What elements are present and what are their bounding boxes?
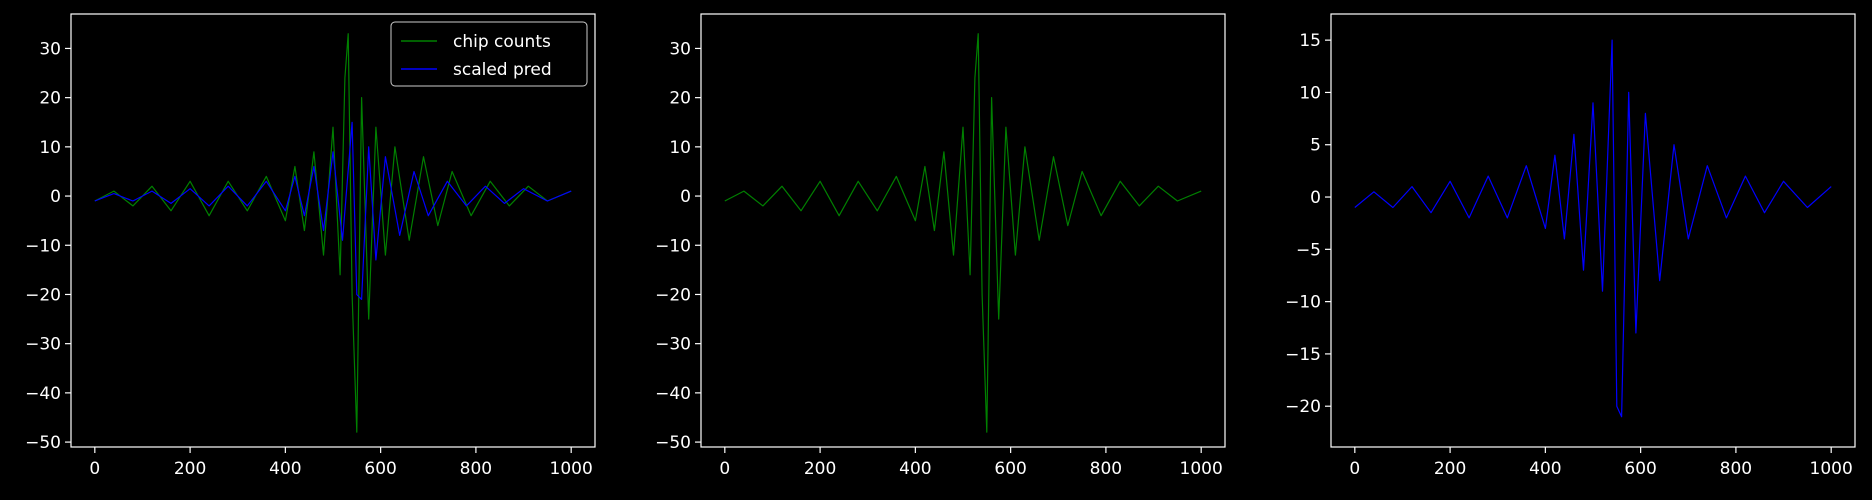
y-tick-label: 0 [50,187,61,207]
y-tick-label: 10 [39,138,61,158]
x-tick-label: 200 [804,459,836,479]
y-tick-label: −50 [655,433,691,453]
y-tick-label: −50 [25,433,61,453]
chart-panel-1: 0 200 400 600 800 1000 −50 −40 −30 −20 −10 0 10 20 30 c… [25,13,596,479]
y-tick-label: −10 [25,236,61,256]
legend-box [390,21,588,87]
x-tick-label: 800 [1090,459,1122,479]
x-tick-label: 200 [174,459,206,479]
axes-frame [700,13,1226,448]
y-tick-label: −20 [25,285,61,305]
chart-panel-2: 0 200 400 600 800 1000 −50 −40 −30 −20 −10 0 10 20 30 [655,13,1226,479]
axes-frame [70,13,596,448]
x-tick-label: 0 [719,459,730,479]
series-line-2-1 [724,33,1202,433]
legend: chip counts scaled pred [390,21,588,87]
x-tick-label: 600 [994,459,1026,479]
y-tick-label: −15 [1285,345,1321,365]
y-tick-label: 0 [1310,188,1321,208]
series-line-1-2 [94,121,572,300]
chart-panel-3: 0 200 400 600 800 1000 −20 −15 −10 −5 0 5 10 15 [1285,13,1856,479]
x-tick-label: 0 [1349,459,1360,479]
x-tick-label: 1000 [1180,459,1223,479]
x-tick-label: 1000 [1810,459,1853,479]
y-tick-label: 20 [669,89,691,109]
y-tick-label: −20 [655,285,691,305]
y-tick-label: 20 [39,89,61,109]
y-tick-label: −30 [655,335,691,355]
x-tick-label: 0 [89,459,100,479]
y-tick-label: −40 [655,384,691,404]
y-tick-label: −20 [1285,397,1321,417]
legend-label: chip counts [453,32,551,52]
x-tick-label: 600 [1624,459,1656,479]
x-tick-label: 800 [1720,459,1752,479]
x-tick-label: 800 [460,459,492,479]
y-tick-label: −5 [1296,240,1321,260]
series-line-1-1 [94,33,572,433]
x-tick-label: 400 [899,459,931,479]
y-tick-label: 10 [669,138,691,158]
series-line-3-1 [1354,39,1832,418]
y-tick-label: 5 [1310,136,1321,156]
y-tick-label: −10 [655,236,691,256]
y-tick-label: −40 [25,384,61,404]
y-tick-label: −30 [25,335,61,355]
y-tick-label: 10 [1299,83,1321,103]
x-tick-label: 1000 [550,459,593,479]
y-tick-label: 30 [669,39,691,59]
x-tick-label: 200 [1434,459,1466,479]
axes-frame [1330,13,1856,448]
x-tick-label: 400 [269,459,301,479]
y-tick-label: 15 [1299,31,1321,51]
y-tick-label: 0 [680,187,691,207]
y-tick-label: 30 [39,39,61,59]
y-tick-label: −10 [1285,293,1321,313]
legend-label: scaled pred [453,60,552,80]
x-tick-label: 400 [1529,459,1561,479]
x-tick-label: 600 [364,459,396,479]
